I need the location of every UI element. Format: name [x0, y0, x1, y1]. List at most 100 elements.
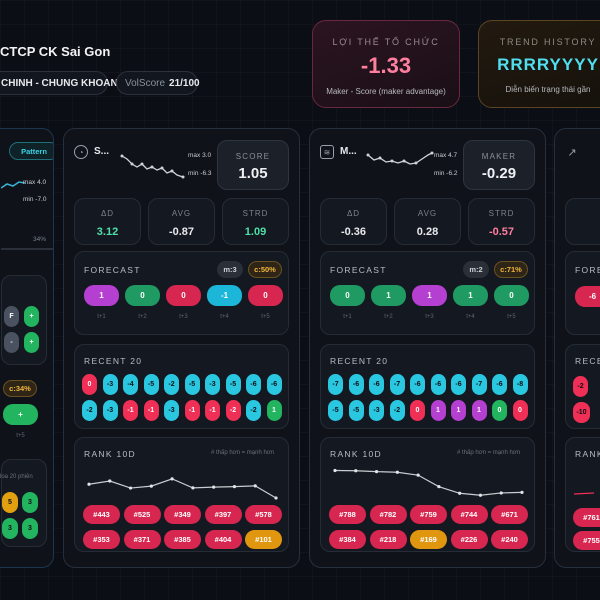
rank-chip[interactable]: #525 — [123, 505, 161, 524]
recent-chip[interactable]: -5 — [225, 374, 241, 395]
recent-chip[interactable]: 5 — [2, 492, 18, 513]
stat-value: 0.28 — [416, 226, 439, 238]
recent-chip[interactable]: -6 — [369, 374, 384, 395]
forecast-chip[interactable]: -1 — [207, 285, 242, 306]
forecast-chip[interactable]: + — [3, 404, 38, 425]
forecast-chip[interactable]: 1 — [371, 285, 406, 306]
rank-chip[interactable]: #371 — [123, 530, 161, 549]
rank-chip[interactable]: #404 — [204, 530, 242, 549]
rank-chip[interactable]: #744 — [450, 505, 488, 524]
recent-chip[interactable]: 1 — [471, 400, 487, 421]
recent-chip[interactable]: -6 — [451, 374, 466, 395]
rank-chip[interactable]: #761 — [573, 508, 600, 527]
recent-chip[interactable]: -1 — [184, 400, 200, 421]
recent-chip[interactable]: -3 — [102, 374, 118, 395]
recent-chip[interactable]: -3 — [369, 400, 384, 421]
rank-chip[interactable]: #353 — [83, 530, 120, 549]
recent-chip[interactable]: 1 — [430, 400, 446, 421]
recent-chip[interactable]: -6 — [410, 374, 425, 395]
rank-chip[interactable]: #788 — [329, 505, 366, 524]
rank-point — [128, 486, 133, 490]
recent-chip[interactable]: -1 — [205, 400, 220, 421]
forecast-chip[interactable]: 0 — [330, 285, 365, 306]
recent-chip[interactable]: -6 — [492, 374, 507, 395]
stat-label: AVG — [417, 209, 438, 218]
recent-chip[interactable]: -2 — [82, 400, 97, 421]
recent-chip[interactable]: -3 — [164, 400, 179, 421]
forecast-chip[interactable]: - — [4, 332, 19, 353]
recent-chip[interactable]: -2 — [389, 400, 405, 421]
recent-panel-partial: loa 20 phiên 5 3 3 3 — [0, 459, 47, 547]
rank-chip[interactable]: #349 — [164, 505, 201, 524]
rank-chip[interactable]: #578 — [245, 505, 282, 524]
rank-chip[interactable]: #384 — [329, 530, 366, 549]
forecast-chip[interactable]: + — [24, 306, 39, 327]
rank-chip[interactable]: #169 — [410, 530, 447, 549]
recent-chip[interactable]: -3 — [102, 400, 118, 421]
recent-chip[interactable]: 3 — [2, 518, 18, 539]
rank-chip[interactable]: #240 — [491, 530, 528, 549]
recent-chip[interactable]: 0 — [492, 400, 507, 421]
recent-panel: RECENT 20 0 -3 -4 -5 -2 -5 -3 -5 -6 -6 -2 -3 -1 -1 -3-… — [74, 344, 289, 429]
recent-chip[interactable]: -6 — [246, 374, 261, 395]
rank-chip[interactable]: #759 — [410, 505, 447, 524]
recent-chip[interactable]: -2 — [246, 400, 261, 421]
recent-chip[interactable]: 0 — [410, 400, 425, 421]
recent-chip[interactable]: -2 — [573, 376, 588, 397]
recent-chip[interactable]: -5 — [348, 400, 364, 421]
rank-chip[interactable]: #443 — [83, 505, 120, 524]
forecast-chip[interactable]: + — [24, 332, 39, 353]
recent-chip[interactable]: -6 — [348, 374, 364, 395]
spark-min: min -7.0 — [23, 196, 47, 203]
rank-chip[interactable]: #218 — [369, 530, 407, 549]
recent-chip[interactable]: 0 — [512, 400, 528, 421]
recent-chip[interactable]: -4 — [123, 374, 138, 395]
volscore-badge[interactable]: VolScore 21/100 — [116, 71, 200, 95]
forecast-chip[interactable]: 0 — [494, 285, 529, 306]
sector-badge[interactable]: CHINH - CHUNG KHOAN — [0, 71, 118, 95]
rank-chip[interactable]: #755 — [573, 531, 600, 550]
recent-chip[interactable]: -2 — [225, 400, 241, 421]
recent-chip[interactable]: 3 — [22, 492, 38, 513]
recent-chip[interactable]: -3 — [205, 374, 220, 395]
recent-chip[interactable]: -7 — [328, 374, 343, 395]
rank-chip[interactable]: #226 — [450, 530, 488, 549]
recent-chip[interactable]: -8 — [512, 374, 528, 395]
forecast-chip[interactable]: 1 — [84, 285, 119, 306]
recent-chip[interactable]: 1 — [266, 400, 282, 421]
recent-chip[interactable]: -10 — [573, 402, 590, 423]
forecast-chip[interactable]: 1 — [412, 285, 447, 306]
stat-partial — [565, 198, 600, 245]
stat-strd: STRD 1.09 — [222, 198, 289, 245]
recent-chip[interactable]: -7 — [471, 374, 487, 395]
rank-chip[interactable]: #385 — [164, 530, 201, 549]
forecast-chip[interactable]: 0 — [248, 285, 283, 306]
recent-chip[interactable]: -1 — [143, 400, 159, 421]
rank-chip[interactable]: #397 — [204, 505, 242, 524]
rank-chip[interactable]: #782 — [369, 505, 407, 524]
rank-point — [520, 490, 524, 494]
recent-chip[interactable]: -6 — [266, 374, 282, 395]
forecast-chip[interactable]: 1 — [453, 285, 488, 306]
recent-chip[interactable]: 0 — [82, 374, 97, 395]
forecast-chip[interactable]: 0 — [166, 285, 201, 306]
recent-chip[interactable]: -5 — [143, 374, 159, 395]
rank-chip[interactable]: #671 — [491, 505, 528, 524]
forecast-chip[interactable]: 0 — [125, 285, 160, 306]
forecast-chip[interactable]: F — [4, 306, 19, 327]
stat-delta: ΔD 3.12 — [74, 198, 141, 245]
pattern-badge[interactable]: Pattern — [9, 142, 53, 160]
recent-chip[interactable]: -2 — [164, 374, 179, 395]
forecast-step-label: t+4 — [466, 314, 475, 320]
recent-chip[interactable]: -7 — [389, 374, 405, 395]
forecast-chip[interactable]: -6 — [575, 286, 600, 307]
rank-chip[interactable]: #101 — [245, 530, 282, 549]
recent-chip[interactable]: -6 — [430, 374, 446, 395]
recent-chip[interactable]: 3 — [22, 518, 38, 539]
rank-point — [499, 491, 503, 495]
recent-chip[interactable]: -5 — [328, 400, 343, 421]
recent-chip[interactable]: -5 — [184, 374, 200, 395]
recent-chip[interactable]: 1 — [451, 400, 466, 421]
recent-chip[interactable]: -1 — [123, 400, 138, 421]
rank-chart — [87, 477, 278, 500]
